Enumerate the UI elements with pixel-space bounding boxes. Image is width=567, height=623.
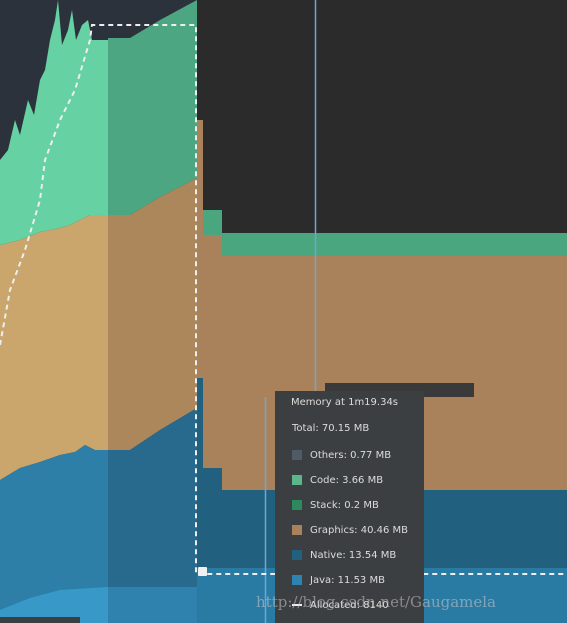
legend-text: Allocated: 8140 xyxy=(310,599,389,611)
legend-item: Others: 0.77 MB xyxy=(292,448,391,462)
status-label xyxy=(0,617,80,623)
tooltip: Memory at 1m19.34s Total: 70.15 MB Other… xyxy=(275,391,424,623)
code-area xyxy=(203,210,222,235)
legend-item: Native: 13.54 MB xyxy=(292,548,396,562)
legend-swatch xyxy=(292,475,302,485)
legend-text: Code: 3.66 MB xyxy=(310,474,384,486)
code-area xyxy=(222,233,567,256)
legend-text: Native: 13.54 MB xyxy=(310,549,397,561)
legend-text: Stack: 0.2 MB xyxy=(310,499,379,511)
legend-swatch xyxy=(292,450,302,460)
legend-swatch xyxy=(292,604,302,606)
legend-text: Others: 0.77 MB xyxy=(310,449,392,461)
legend-item: Code: 3.66 MB xyxy=(292,473,383,487)
tooltip-total: Total: 70.15 MB xyxy=(292,423,370,434)
allocated-line xyxy=(0,24,567,575)
code-area xyxy=(108,0,197,215)
empty xyxy=(197,0,567,232)
graphics-area xyxy=(0,215,108,480)
legend-swatch xyxy=(292,550,302,560)
tooltip-title: Memory at 1m19.34s xyxy=(291,397,399,408)
legend-item: Allocated: 8140 xyxy=(292,598,389,612)
java-area xyxy=(108,587,197,623)
native-area xyxy=(108,408,197,623)
legend-text: Graphics: 40.46 MB xyxy=(310,524,409,536)
legend-item: Java: 11.53 MB xyxy=(292,573,385,587)
code-area xyxy=(0,0,108,245)
legend-text: Java: 11.53 MB xyxy=(310,574,385,586)
watermark: http://blog.csdn.net/Gaugamela xyxy=(256,593,496,611)
legend-swatch xyxy=(292,575,302,585)
legend-item: Stack: 0.2 MB xyxy=(292,498,379,512)
legend-swatch xyxy=(292,525,302,535)
gc-icon[interactable] xyxy=(198,567,207,576)
graphics-area xyxy=(108,178,197,450)
legend-item: Graphics: 40.46 MB xyxy=(292,523,408,537)
legend-swatch xyxy=(292,500,302,510)
native-area xyxy=(0,445,108,623)
java-area xyxy=(0,587,108,623)
